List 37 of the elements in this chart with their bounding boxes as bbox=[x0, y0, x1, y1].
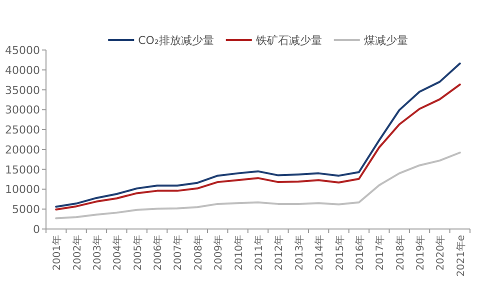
x-tick-label: 2018年 bbox=[394, 235, 406, 270]
y-tick-label: 30000 bbox=[5, 104, 40, 117]
y-tick-label: 35000 bbox=[5, 84, 40, 97]
y-tick-label: 5000 bbox=[12, 203, 40, 216]
x-tick-label: 2007年 bbox=[172, 235, 184, 270]
x-tick-label: 2017年 bbox=[374, 235, 386, 270]
x-tick-label: 2002年 bbox=[71, 235, 84, 270]
x-tick-label: 2001年 bbox=[51, 235, 64, 270]
x-tick-label: 2005年 bbox=[132, 235, 144, 270]
x-tick-label: 2009年 bbox=[212, 235, 225, 270]
x-tick-label: 2019年 bbox=[414, 235, 427, 270]
x-tick-label: 2014年 bbox=[314, 235, 326, 270]
x-tick-label: 2016年 bbox=[354, 235, 366, 270]
x-tick-label: 2020年 bbox=[434, 235, 447, 270]
x-tick-label: 2011年 bbox=[253, 235, 265, 270]
x-tick-label: 2006年 bbox=[152, 235, 164, 270]
y-tick-label: 45000 bbox=[5, 44, 40, 57]
y-tick-label: 0 bbox=[33, 223, 40, 236]
y-tick-label: 20000 bbox=[5, 143, 40, 156]
y-tick-label: 25000 bbox=[5, 124, 40, 137]
line-series bbox=[55, 84, 461, 211]
y-tick-label: 10000 bbox=[5, 183, 40, 196]
x-tick-label: 2012年 bbox=[273, 235, 286, 270]
legend-label: 铁矿石减少量 bbox=[254, 34, 322, 47]
line-series bbox=[55, 152, 461, 220]
x-tick-label: 2010年 bbox=[232, 235, 245, 270]
line-series bbox=[55, 62, 461, 208]
x-tick-label: 2004年 bbox=[112, 235, 124, 270]
x-tick-label: 2003年 bbox=[91, 235, 104, 270]
legend-label: 煤减少量 bbox=[364, 34, 408, 47]
x-tick-label: 2015年 bbox=[334, 235, 346, 270]
legend-label: CO₂排放减少量 bbox=[138, 34, 214, 47]
y-tick-label: 15000 bbox=[5, 163, 40, 176]
y-tick-label: 40000 bbox=[5, 64, 40, 77]
x-tick-label: 2013年 bbox=[293, 235, 306, 270]
x-tick-label: 2021年e bbox=[454, 235, 467, 277]
x-tick-label: 2008年 bbox=[192, 235, 204, 270]
